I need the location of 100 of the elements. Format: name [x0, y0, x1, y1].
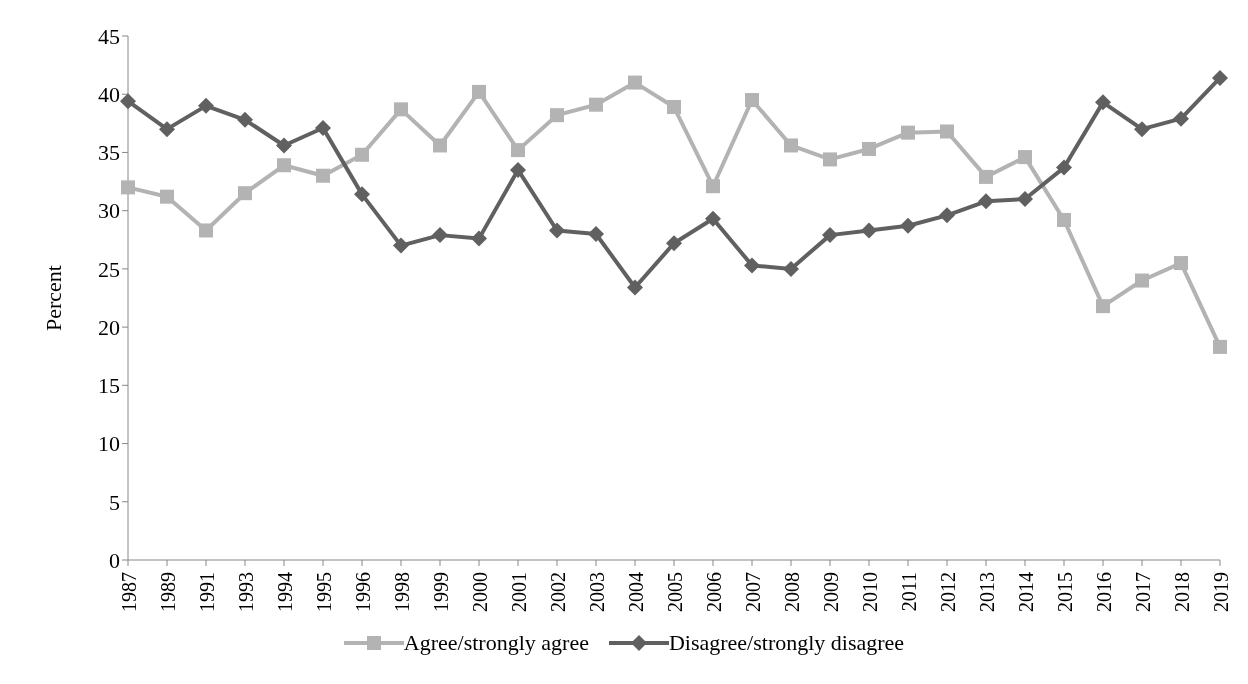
point — [901, 125, 915, 140]
point — [861, 222, 877, 239]
y-tick-label: 45 — [98, 23, 120, 49]
point — [1212, 69, 1228, 86]
x-tick-label: 2015 — [1054, 572, 1077, 612]
point — [705, 210, 721, 227]
point — [511, 143, 525, 158]
point — [822, 227, 838, 244]
x-tick-label: 2002 — [547, 572, 570, 612]
point — [589, 97, 603, 112]
x-tick-label: 2016 — [1093, 572, 1116, 612]
point — [1017, 191, 1033, 208]
point — [745, 93, 759, 108]
point — [472, 84, 486, 99]
x-tick-label: 2014 — [1015, 572, 1038, 612]
point — [120, 93, 136, 110]
x-tick-label: 1987 — [118, 572, 141, 612]
x-tick-label: 2012 — [937, 572, 960, 612]
y-tick-label: 30 — [98, 198, 120, 224]
x-tick-label: 1994 — [274, 572, 297, 612]
x-tick-label: 2008 — [781, 572, 804, 612]
point — [237, 111, 253, 128]
point — [744, 257, 760, 274]
y-axis-title: Percent — [40, 265, 66, 331]
point — [823, 152, 837, 167]
x-tick-label: 2007 — [742, 572, 765, 612]
x-tick-label: 2017 — [1132, 572, 1155, 612]
x-tick-label: 1995 — [313, 572, 336, 612]
y-tick-label: 10 — [98, 431, 120, 457]
point — [316, 168, 330, 183]
x-tick-label: 2005 — [664, 572, 687, 612]
x-tick-label: 2001 — [508, 572, 531, 612]
x-tick-label: 2000 — [469, 572, 492, 612]
point — [277, 158, 291, 173]
point — [783, 260, 799, 277]
point — [393, 237, 409, 254]
point — [666, 235, 682, 252]
x-tick-label: 2003 — [586, 572, 609, 612]
x-tick-label: 2019 — [1210, 572, 1233, 612]
x-tick-label: 2010 — [859, 572, 882, 612]
point — [549, 222, 565, 239]
point — [471, 230, 487, 247]
x-tick-label: 1998 — [391, 572, 414, 612]
x-tick-label: 2013 — [976, 572, 999, 612]
point — [588, 225, 604, 242]
point — [355, 147, 369, 162]
x-tick-label: 2004 — [625, 572, 648, 612]
point — [1018, 150, 1032, 165]
y-tick-label: 40 — [98, 82, 120, 108]
point — [121, 180, 135, 195]
x-tick-label: 2011 — [898, 572, 921, 612]
y-tick-label: 25 — [98, 256, 120, 282]
point — [862, 141, 876, 156]
point — [706, 179, 720, 194]
point — [432, 227, 448, 244]
point — [1096, 299, 1110, 314]
point — [394, 102, 408, 117]
point — [1095, 94, 1111, 111]
point — [627, 279, 643, 296]
point — [198, 97, 214, 114]
point — [667, 100, 681, 115]
x-tick-label: 1991 — [196, 572, 219, 612]
point — [315, 119, 331, 136]
point — [1213, 339, 1227, 354]
x-tick-label: 1989 — [157, 572, 180, 612]
point — [1174, 256, 1188, 271]
point — [160, 189, 174, 204]
point — [628, 75, 642, 90]
point — [433, 138, 447, 153]
point — [784, 138, 798, 153]
x-tick-label: 2009 — [820, 572, 843, 612]
point — [1173, 110, 1189, 127]
point — [979, 169, 993, 184]
x-tick-label: 2006 — [703, 572, 726, 612]
point — [510, 161, 526, 178]
point — [1057, 212, 1071, 227]
point — [1134, 121, 1150, 138]
point — [900, 217, 916, 234]
point — [276, 137, 292, 154]
point — [199, 223, 213, 238]
x-tick-label: 1999 — [430, 572, 453, 612]
y-tick-label: 5 — [109, 489, 120, 515]
y-tick-label: 20 — [98, 314, 120, 340]
point — [238, 186, 252, 201]
y-tick-label: 35 — [98, 140, 120, 166]
point — [354, 186, 370, 203]
point — [1056, 159, 1072, 176]
y-tick-label: 0 — [109, 547, 120, 573]
legend-label: Disagree/strongly disagree — [668, 630, 905, 656]
y-tick-label: 15 — [98, 373, 120, 399]
x-tick-label: 1993 — [235, 572, 258, 612]
x-tick-label: 2018 — [1171, 572, 1194, 612]
point — [1135, 273, 1149, 288]
point — [939, 207, 955, 224]
point — [978, 193, 994, 210]
point — [550, 108, 564, 123]
x-tick-label: 1996 — [352, 572, 375, 612]
point — [159, 121, 175, 138]
point — [940, 124, 954, 139]
legend-label: Agree/strongly agree — [403, 630, 589, 656]
